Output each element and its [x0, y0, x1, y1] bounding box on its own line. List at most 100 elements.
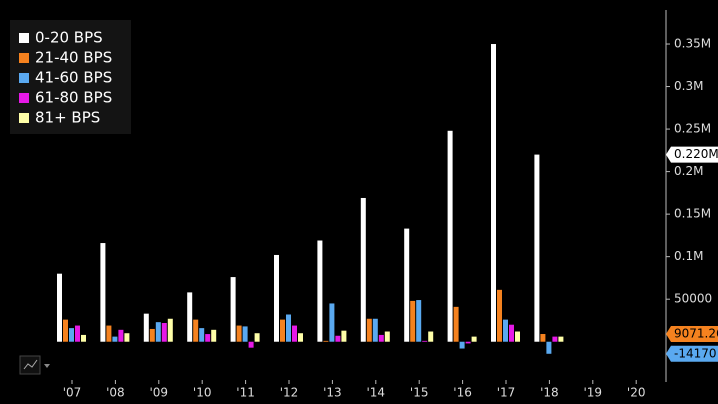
bar	[161, 323, 167, 342]
x-tick-label: '15	[410, 386, 429, 400]
legend-label: 61-80 BPS	[35, 89, 112, 107]
bar	[329, 303, 335, 342]
bar	[497, 289, 502, 342]
bar	[254, 333, 260, 342]
x-tick-label: '18	[540, 386, 559, 400]
x-tick-label: '07	[63, 386, 82, 400]
bar	[124, 333, 130, 342]
bar	[143, 313, 149, 342]
x-tick-label: '19	[584, 386, 603, 400]
legend-swatch	[19, 113, 29, 123]
legend-swatch	[19, 33, 29, 43]
bar	[552, 336, 558, 342]
bar	[558, 336, 564, 342]
x-tick-label: '11	[236, 386, 255, 400]
bar	[292, 325, 297, 342]
chart-type-icon	[23, 359, 38, 370]
y-tick-label: 0.3M	[674, 79, 703, 93]
legend-swatch	[19, 53, 29, 63]
bar	[193, 319, 199, 342]
bar	[118, 329, 124, 342]
bar	[106, 325, 112, 342]
bar	[57, 273, 62, 342]
dropdown-arrow[interactable]	[44, 364, 50, 368]
bar	[335, 335, 341, 342]
bar	[366, 318, 372, 342]
bar	[378, 334, 384, 342]
y-tick-label: 0.2M	[674, 164, 703, 178]
x-tick-label: '14	[367, 386, 386, 400]
bar	[100, 243, 106, 342]
x-tick-label: '08	[106, 386, 125, 400]
bar	[242, 326, 248, 342]
bar	[471, 336, 477, 342]
bar	[459, 341, 465, 349]
legend-box	[10, 20, 131, 134]
x-tick-label: '10	[193, 386, 212, 400]
bar	[317, 240, 323, 342]
bar	[167, 318, 173, 342]
y-tick-label: 0.35M	[674, 37, 711, 51]
bar	[341, 330, 347, 342]
bar	[491, 44, 496, 342]
bar	[274, 254, 279, 342]
bar	[298, 333, 303, 342]
bar	[63, 319, 68, 342]
y-tick-label: 0.1M	[674, 249, 703, 263]
bar	[515, 331, 520, 342]
bar	[75, 325, 80, 342]
bar	[410, 300, 416, 342]
x-tick-label: '12	[280, 386, 299, 400]
y-tick-label: 0.15M	[674, 207, 711, 221]
bar	[280, 319, 285, 342]
bar	[372, 318, 378, 342]
bar	[534, 154, 540, 342]
bar	[453, 306, 459, 342]
legend-label: 0-20 BPS	[35, 29, 103, 47]
x-tick-label: '13	[323, 386, 342, 400]
bar	[422, 340, 428, 342]
value-label: 0.220M	[674, 147, 718, 161]
bar	[230, 277, 236, 342]
value-badge	[666, 146, 718, 163]
bar	[149, 328, 155, 342]
bar	[81, 334, 86, 342]
x-tick-label: '16	[453, 386, 472, 400]
bar	[384, 331, 390, 342]
legend: 0-20 BPS 21-40 BPS 41-60 BPS 61-80 BPS 81+ B…	[10, 20, 131, 134]
legend-label: 81+ BPS	[35, 109, 100, 127]
bar	[205, 334, 211, 342]
bar	[187, 292, 193, 342]
bar	[360, 197, 366, 342]
x-tick-label: '09	[150, 386, 169, 400]
bar	[540, 334, 546, 342]
legend-swatch	[19, 93, 29, 103]
x-tick-label: '17	[497, 386, 516, 400]
bar	[416, 300, 422, 342]
bar	[211, 329, 217, 342]
legend-label: 41-60 BPS	[35, 69, 112, 87]
x-tick-label: '20	[627, 386, 646, 400]
bar	[509, 324, 514, 342]
bar	[112, 336, 118, 342]
legend-swatch	[19, 73, 29, 83]
bar	[503, 319, 508, 342]
value-label: -14170	[674, 346, 717, 360]
bar	[447, 130, 453, 342]
bar	[428, 331, 434, 342]
legend-label: 21-40 BPS	[35, 49, 112, 67]
value-badge	[666, 345, 718, 362]
bar	[323, 340, 329, 342]
bar	[546, 341, 552, 354]
bar	[69, 328, 74, 342]
bar	[465, 341, 471, 344]
value-badge	[666, 326, 718, 343]
y-tick-label: 50000	[674, 292, 712, 306]
y-tick-label: 0.25M	[674, 122, 711, 136]
bar	[236, 325, 242, 342]
bar	[199, 328, 205, 342]
bar	[248, 341, 254, 348]
bar	[155, 322, 161, 342]
bar	[286, 314, 291, 342]
